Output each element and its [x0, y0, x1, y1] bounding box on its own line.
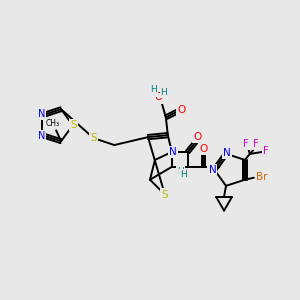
Text: F: F: [243, 139, 249, 149]
Text: N: N: [223, 148, 231, 158]
Text: O: O: [194, 132, 202, 142]
Text: O: O: [200, 144, 208, 154]
Text: N: N: [169, 147, 177, 157]
Text: H: H: [160, 88, 167, 97]
Text: H: H: [180, 170, 187, 179]
Text: CH₃: CH₃: [46, 119, 60, 128]
Text: N: N: [38, 131, 45, 141]
Text: S: S: [161, 190, 168, 200]
Text: F: F: [263, 146, 268, 156]
Text: O: O: [178, 105, 186, 116]
Text: S: S: [90, 133, 97, 143]
Text: H: H: [177, 167, 184, 176]
Text: N: N: [208, 165, 216, 175]
Text: O: O: [155, 92, 163, 103]
Text: H: H: [150, 87, 156, 96]
Text: N: N: [38, 109, 45, 119]
Text: Br: Br: [256, 172, 268, 182]
Text: S: S: [70, 120, 77, 130]
Text: F: F: [253, 139, 259, 149]
Text: H: H: [151, 85, 157, 94]
